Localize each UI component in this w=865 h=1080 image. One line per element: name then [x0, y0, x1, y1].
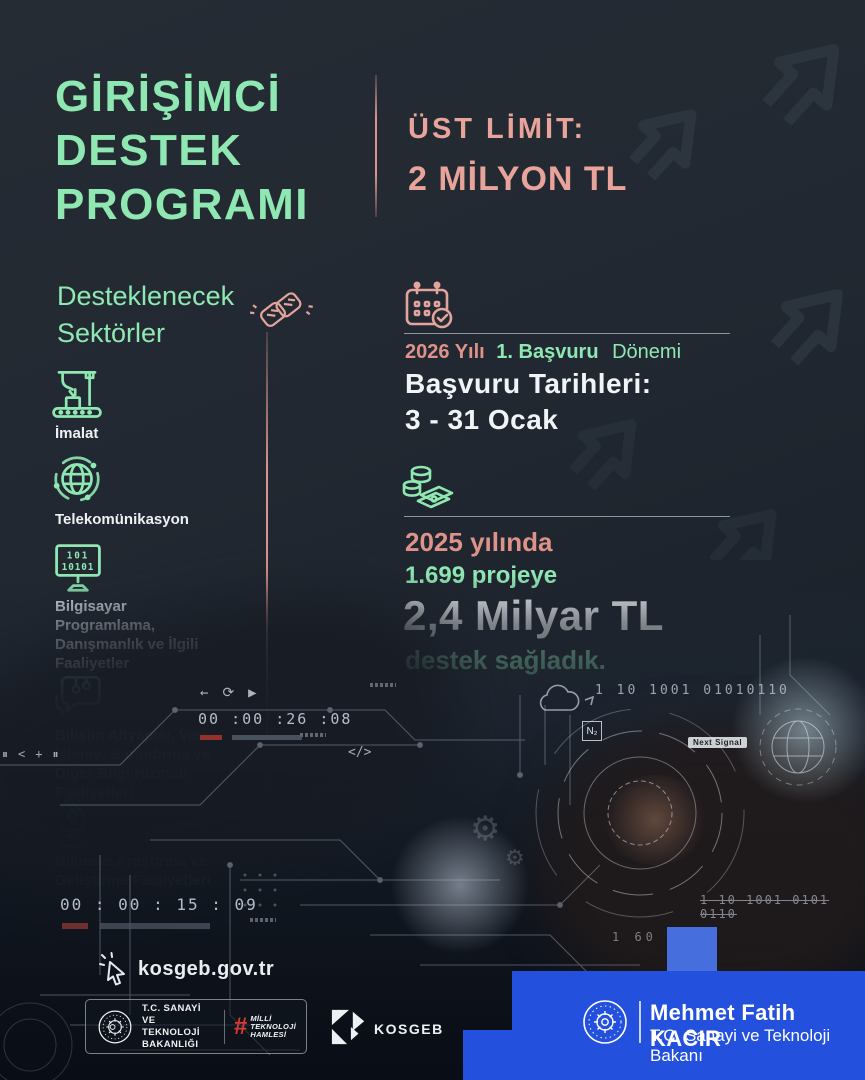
background-arrows [569, 44, 843, 560]
code-glyph: </> [348, 745, 372, 760]
limit-value: 2 MİLYON TL [408, 160, 628, 198]
hamle-logo: # MİLLİ TEKNOLOJİ HAMLESİ [234, 1012, 296, 1040]
kosgeb-logo-icon [331, 1009, 365, 1045]
timecode-bottom: 00 : 00 : 15 : 09 [60, 895, 258, 914]
player-loop-icon: ⟳ [222, 685, 249, 701]
title-line-3: PROGRAMI [55, 180, 309, 229]
money-icon [402, 465, 454, 509]
next-signal-chip: Next Signal [688, 737, 748, 748]
n2-label: N₂ [586, 725, 598, 737]
ministry-gear-emblem-icon [98, 1010, 132, 1043]
counter-small: 1 60 [612, 930, 657, 944]
fingertip-highlight [600, 775, 710, 865]
ministry-logo-line1: T.C. SANAYİ VE [142, 1002, 201, 1026]
ministry-logo-line2: TEKNOLOJİ BAKANLIĞI [142, 1026, 200, 1050]
kosgeb-logo-text: KOSGEB [374, 1021, 444, 1037]
title-line-1: GİRİŞİMCİ [55, 72, 282, 121]
player-play-icon: ▶ [248, 685, 271, 701]
control-row: ⏸<+⏸ [2, 747, 69, 762]
logo-box-divider [224, 1009, 226, 1044]
less-icon: < [18, 747, 36, 761]
player-controls: ←⟳▶ [200, 685, 271, 701]
website-url[interactable]: kosgeb.gov.tr [138, 958, 275, 980]
application-divider [404, 333, 730, 334]
hamle-line3: HAMLESİ [250, 1029, 287, 1039]
minister-panel [512, 971, 865, 1080]
svg-text:⚙: ⚙ [470, 809, 500, 849]
sectors-heading-line2: Sektörler [57, 318, 166, 348]
minister-name: Mehmet Fatih KACIR [650, 1000, 796, 1051]
page-title: GİRİŞİMCİ DESTEK PROGRAMI [55, 70, 309, 232]
timecode-top: 00 :00 :26 :08 [198, 710, 353, 728]
globe-network-icon [53, 456, 100, 502]
application-dates-label: Başvuru Tarihleri: [405, 368, 652, 399]
application-period-line: 2026 Yılı 1. Başvuru Dönemi [405, 341, 735, 364]
plus-icon: + [35, 747, 53, 761]
next-signal-label: Next Signal [693, 738, 743, 747]
hamle-line2: TEKNOLOJİ [250, 1021, 296, 1031]
timecode-bottom-marker-red [62, 923, 88, 929]
sectors-divider [266, 332, 268, 795]
title-line-2: DESTEK [55, 126, 243, 175]
ministry-logo-text: T.C. SANAYİ VE TEKNOLOJİ BAKANLIĞI [142, 1003, 214, 1051]
application-dates: 3 - 31 Ocak [405, 404, 559, 435]
monitor-binary-line2: 10101 [62, 562, 95, 573]
minister-panel-step [463, 1030, 523, 1080]
monitor-binary-line1: 101 [67, 551, 89, 562]
binary-top: 1 10 1001 01010110 [595, 683, 790, 698]
lens-flare-left [380, 815, 540, 955]
pause-icon-a: ⏸ [2, 747, 19, 761]
timecode-bottom-marker-gray [100, 923, 210, 929]
calendar-check-icon [405, 281, 453, 329]
blue-accent-square [667, 927, 717, 971]
sectors-heading: Desteklenecek Sektörler [57, 278, 234, 352]
minister-divider [639, 1001, 641, 1043]
ministry-logo-box: T.C. SANAYİ VE TEKNOLOJİ BAKANLIĞI # MİL… [85, 999, 307, 1054]
cursor-click-icon [99, 952, 125, 986]
hamle-line1: MİLLİ [250, 1013, 272, 1023]
application-period-suffix: Dönemi [612, 341, 682, 363]
ministry-emblem-icon [583, 1000, 627, 1044]
timecode-top-marker-red [200, 735, 222, 740]
application-period: 1. Başvuru [496, 341, 599, 363]
minister-title: T.C. Sanayi ve Teknoloji Bakanı [650, 1026, 831, 1065]
hamle-logo-text: MİLLİ TEKNOLOJİ HAMLESİ [250, 1013, 296, 1039]
support-divider [404, 516, 730, 517]
sectors-heading-line1: Desteklenecek [57, 281, 235, 311]
svg-text:⚙: ⚙ [505, 846, 525, 871]
sector-item-telekomunikasyon: Telekomünikasyon [55, 511, 189, 528]
timecode-top-marker-gray [232, 735, 302, 740]
hud-overlay: ⚙ ⚙ [0, 615, 837, 1080]
lens-flare-right [720, 655, 865, 805]
limit-label: ÜST LİMİT: [408, 113, 587, 145]
header-divider [375, 75, 377, 217]
application-year: 2026 Yılı [405, 341, 485, 363]
pause-icon-b: ⏸ [52, 747, 69, 761]
n2-box: N₂ [582, 721, 602, 741]
binary-bottom: 1 10 1001 0101 0110 [700, 893, 830, 921]
handshake-icon [249, 292, 313, 327]
hamle-hash-icon: # [234, 1012, 248, 1040]
player-back-icon: ← [200, 685, 223, 701]
support-year-line: 2025 yılında [405, 527, 553, 557]
factory-robot-arm-icon [52, 371, 102, 418]
sector-item-imalat: İmalat [55, 425, 99, 442]
